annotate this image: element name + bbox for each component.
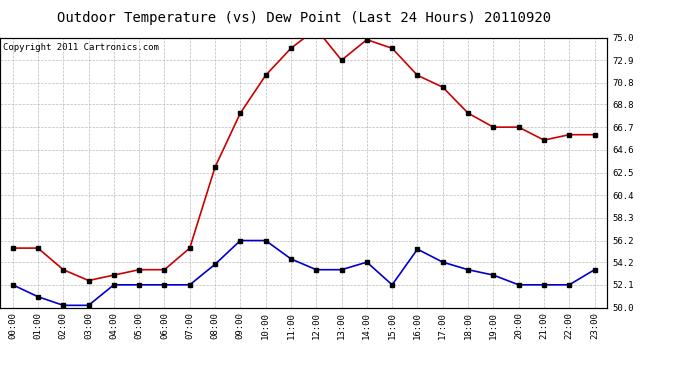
- Text: Copyright 2011 Cartronics.com: Copyright 2011 Cartronics.com: [3, 43, 159, 52]
- Text: Outdoor Temperature (vs) Dew Point (Last 24 Hours) 20110920: Outdoor Temperature (vs) Dew Point (Last…: [57, 11, 551, 25]
